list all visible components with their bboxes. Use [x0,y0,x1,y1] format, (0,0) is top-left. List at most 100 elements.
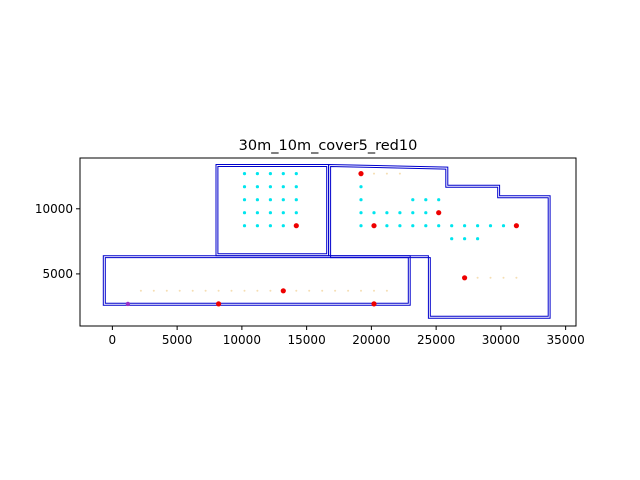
point-faint-10 [269,289,272,292]
point-faint-13 [321,289,324,292]
point-red-3 [436,210,442,216]
x-tick-label: 30000 [482,333,520,347]
point-cyan-2 [268,172,272,176]
point-cyan-29 [385,211,389,215]
point-red-8 [371,301,377,307]
point-cyan-22 [268,224,272,228]
x-axis: 0 5000 10000 15000 20000 25000 30000 35000 [109,326,585,347]
point-faint-25 [398,172,401,175]
point-cyan-46 [450,237,454,241]
point-faint-17 [373,289,375,292]
point-purple-0 [125,301,131,307]
point-cyan-42 [463,224,467,228]
point-faint-0 [139,289,142,292]
point-cyan-25 [359,198,363,202]
point-cyan-3 [281,172,285,176]
point-cyan-47 [463,237,467,241]
point-cyan-33 [411,198,415,202]
point-cyan-43 [476,224,480,228]
point-cyan-12 [268,198,272,202]
point-cyan-1 [255,172,259,176]
point-cyan-23 [281,224,285,228]
point-cyan-19 [294,211,298,215]
point-cyan-8 [281,185,285,189]
point-red-5 [462,275,468,281]
y-tick-label: 10000 [35,202,73,216]
point-faint-6 [217,289,220,292]
x-tick-label: 25000 [417,333,455,347]
point-cyan-7 [268,185,272,189]
point-cyan-26 [359,211,363,215]
point-faint-20 [489,276,492,279]
point-cyan-38 [411,224,415,228]
points-layer [125,171,520,307]
point-faint-1 [152,289,155,292]
point-cyan-34 [424,198,428,202]
outline-1 [104,257,409,304]
point-cyan-18 [281,211,285,215]
point-cyan-39 [424,224,428,228]
plot-area [102,163,551,319]
point-faint-7 [230,289,233,292]
point-cyan-32 [424,211,428,215]
point-faint-19 [476,276,479,279]
point-cyan-11 [255,198,259,202]
point-cyan-44 [488,224,493,228]
point-cyan-6 [255,185,259,189]
point-cyan-40 [437,224,441,228]
point-faint-9 [256,289,259,292]
point-faint-21 [502,276,505,279]
x-tick-label: 5000 [162,333,193,347]
point-red-4 [513,223,520,229]
point-cyan-16 [255,211,259,215]
x-tick-label: 35000 [547,333,585,347]
point-cyan-4 [294,172,298,176]
point-red-2 [371,223,377,229]
point-cyan-28 [372,211,376,215]
point-faint-18 [385,289,388,292]
point-cyan-27 [359,224,363,228]
x-tick-label: 20000 [352,333,390,347]
point-faint-4 [191,289,194,292]
y-axis: 5000 10000 [35,202,80,281]
point-cyan-31 [411,211,415,215]
point-red-7 [216,301,222,307]
chart-title: 30m_10m_cover5_red10 [239,138,418,154]
outline-4 [328,163,551,319]
point-red-1 [293,223,299,229]
point-faint-14 [334,289,337,292]
point-faint-8 [243,289,246,292]
point-cyan-20 [242,224,247,228]
outlines-layer [102,163,551,319]
point-cyan-9 [294,185,298,189]
x-tick-label: 0 [109,333,117,347]
point-faint-22 [515,276,518,279]
point-cyan-30 [398,211,402,215]
x-tick-label: 15000 [288,333,326,347]
point-faint-2 [165,289,168,292]
point-faint-15 [347,289,350,292]
y-tick-label: 5000 [42,267,73,281]
point-cyan-35 [437,198,441,202]
x-tick-label: 10000 [223,333,261,347]
point-faint-12 [308,289,311,292]
point-faint-11 [295,289,298,292]
point-cyan-45 [501,224,506,228]
point-faint-5 [204,289,207,292]
outline-3 [217,166,328,255]
point-cyan-21 [255,224,259,228]
point-red-0 [358,171,364,177]
point-cyan-15 [242,211,247,215]
point-cyan-41 [450,224,454,228]
point-cyan-36 [385,224,389,228]
point-faint-23 [373,172,375,175]
point-cyan-17 [268,211,272,215]
point-faint-16 [360,289,362,292]
point-faint-3 [178,289,181,292]
point-cyan-5 [242,185,247,189]
outline-5 [330,165,549,317]
axes-frame [79,157,577,327]
point-cyan-37 [398,224,402,228]
